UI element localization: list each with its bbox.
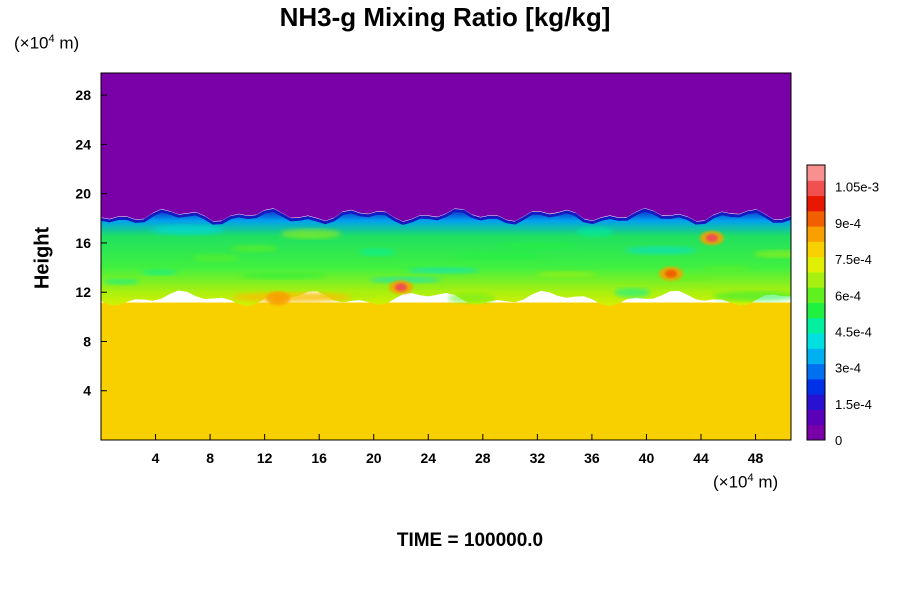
x-tick-label: 16 xyxy=(311,450,327,466)
colorbar-segment xyxy=(807,180,825,197)
region-turbulent-layer xyxy=(101,209,791,307)
region-lower xyxy=(101,302,791,440)
colorbar-tick-label: 4.5e-4 xyxy=(835,324,872,339)
x-tick-label: 36 xyxy=(584,450,600,466)
x-tick-label: 32 xyxy=(530,450,546,466)
colorbar-segment xyxy=(807,210,825,227)
hotspot-core xyxy=(272,294,285,303)
band-streak xyxy=(457,251,542,260)
colorbar-segment xyxy=(807,317,825,334)
band-streak xyxy=(151,225,224,236)
chart-title: NH3-g Mixing Ratio [kg/kg] xyxy=(279,2,611,32)
x-axis-ticks: 4 8 12 16 20 24 28 32 36 40 44 48 xyxy=(152,434,764,466)
x-tick-label: 28 xyxy=(475,450,491,466)
colorbar-segment xyxy=(807,287,825,303)
x-tick-label: 24 xyxy=(420,450,436,466)
colorbar-tick-label: 6e-4 xyxy=(835,288,861,303)
band-top-edge xyxy=(101,208,791,225)
band-streak xyxy=(624,246,697,255)
x-tick-label: 20 xyxy=(366,450,382,466)
colorbar-segment xyxy=(807,409,825,426)
y-tick-label: 28 xyxy=(75,87,91,103)
y-tick-label: 8 xyxy=(83,333,91,349)
y-tick-label: 12 xyxy=(75,284,91,300)
y-axis-unit: (×104 m) xyxy=(14,33,80,53)
hotspot-core xyxy=(705,234,718,243)
y-tick-label: 16 xyxy=(75,235,91,251)
x-tick-label: 4 xyxy=(152,450,160,466)
colorbar-segment xyxy=(807,226,825,242)
time-label: TIME = 100000.0 xyxy=(396,530,544,551)
band-streak xyxy=(192,253,241,262)
band-streak xyxy=(753,250,791,259)
colorbar-segment xyxy=(807,271,825,288)
region-upper xyxy=(101,73,791,222)
colorbar-segment xyxy=(807,195,825,212)
y-tick-label: 20 xyxy=(75,186,91,202)
colorbar-tick-label: 1.5e-4 xyxy=(835,397,872,412)
y-tick-label: 4 xyxy=(83,383,91,399)
band-streak xyxy=(369,276,442,283)
x-tick-label: 44 xyxy=(693,450,709,466)
colorbar-segment xyxy=(807,302,825,319)
plot-frame xyxy=(100,72,792,441)
y-tick-label: 24 xyxy=(75,136,91,152)
colorbar-segment xyxy=(807,165,825,181)
colorbar: 0 1.5e-4 3e-4 4.5e-4 6e-4 7.5e-4 9e-4 1.05e-3 xyxy=(806,164,879,448)
colorbar-frame xyxy=(806,164,826,441)
band-streak xyxy=(103,278,140,285)
band-streak xyxy=(230,244,279,253)
band-streak xyxy=(240,273,325,280)
colorbar-segment xyxy=(807,424,825,441)
band-streak xyxy=(536,271,597,278)
colorbar-tick-label: 0 xyxy=(835,433,842,448)
band-streak xyxy=(702,265,751,272)
colorbar-segment xyxy=(807,363,825,380)
warm-plume xyxy=(231,292,352,303)
band-streak xyxy=(447,293,496,304)
colorbar-segment xyxy=(807,241,825,258)
colorbar-tick-label: 3e-4 xyxy=(835,361,861,376)
x-tick-label: 48 xyxy=(748,450,764,466)
x-tick-label: 8 xyxy=(206,450,214,466)
band-streak xyxy=(407,267,480,274)
band-streak xyxy=(614,287,651,298)
band-streak xyxy=(359,248,395,257)
band-streak xyxy=(713,291,791,302)
colorbar-segment xyxy=(807,394,825,410)
hotspot-core xyxy=(395,283,407,292)
colorbar-tick-label: 1.05e-3 xyxy=(835,180,879,195)
band-streak xyxy=(280,228,341,239)
y-axis-ticks: 4 8 12 16 20 24 28 xyxy=(75,87,107,399)
colorbar-tick-label: 7.5e-4 xyxy=(835,252,872,267)
x-tick-label: 40 xyxy=(639,450,655,466)
colorbar-tick-label: 9e-4 xyxy=(835,216,861,231)
colorbar-segment xyxy=(807,378,825,395)
x-axis-unit: (×104 m) xyxy=(713,472,779,492)
heatmap-field xyxy=(101,73,791,440)
band-streak xyxy=(576,226,613,237)
x-tick-label: 12 xyxy=(257,450,273,466)
hotspot-core xyxy=(665,269,677,278)
band-streak xyxy=(141,269,178,276)
colorbar-segment xyxy=(807,333,825,349)
colorbar-segment xyxy=(807,256,825,273)
colorbar-segment xyxy=(807,348,825,365)
band-streak xyxy=(495,242,580,251)
